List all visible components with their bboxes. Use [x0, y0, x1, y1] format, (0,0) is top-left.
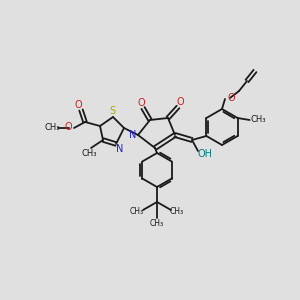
Text: CH₃: CH₃	[170, 208, 184, 217]
Text: S: S	[109, 106, 115, 116]
Text: CH₃: CH₃	[44, 124, 60, 133]
Text: CH₃: CH₃	[150, 220, 164, 229]
Text: CH₃: CH₃	[81, 148, 97, 158]
Text: CH₃: CH₃	[130, 208, 144, 217]
Text: OH: OH	[197, 149, 212, 159]
Text: O: O	[64, 122, 72, 132]
Text: N: N	[116, 144, 124, 154]
Text: O: O	[74, 100, 82, 110]
Text: N: N	[129, 130, 137, 140]
Text: O: O	[176, 97, 184, 107]
Text: O: O	[137, 98, 145, 108]
Text: CH₃: CH₃	[251, 116, 266, 124]
Text: O: O	[227, 93, 235, 103]
